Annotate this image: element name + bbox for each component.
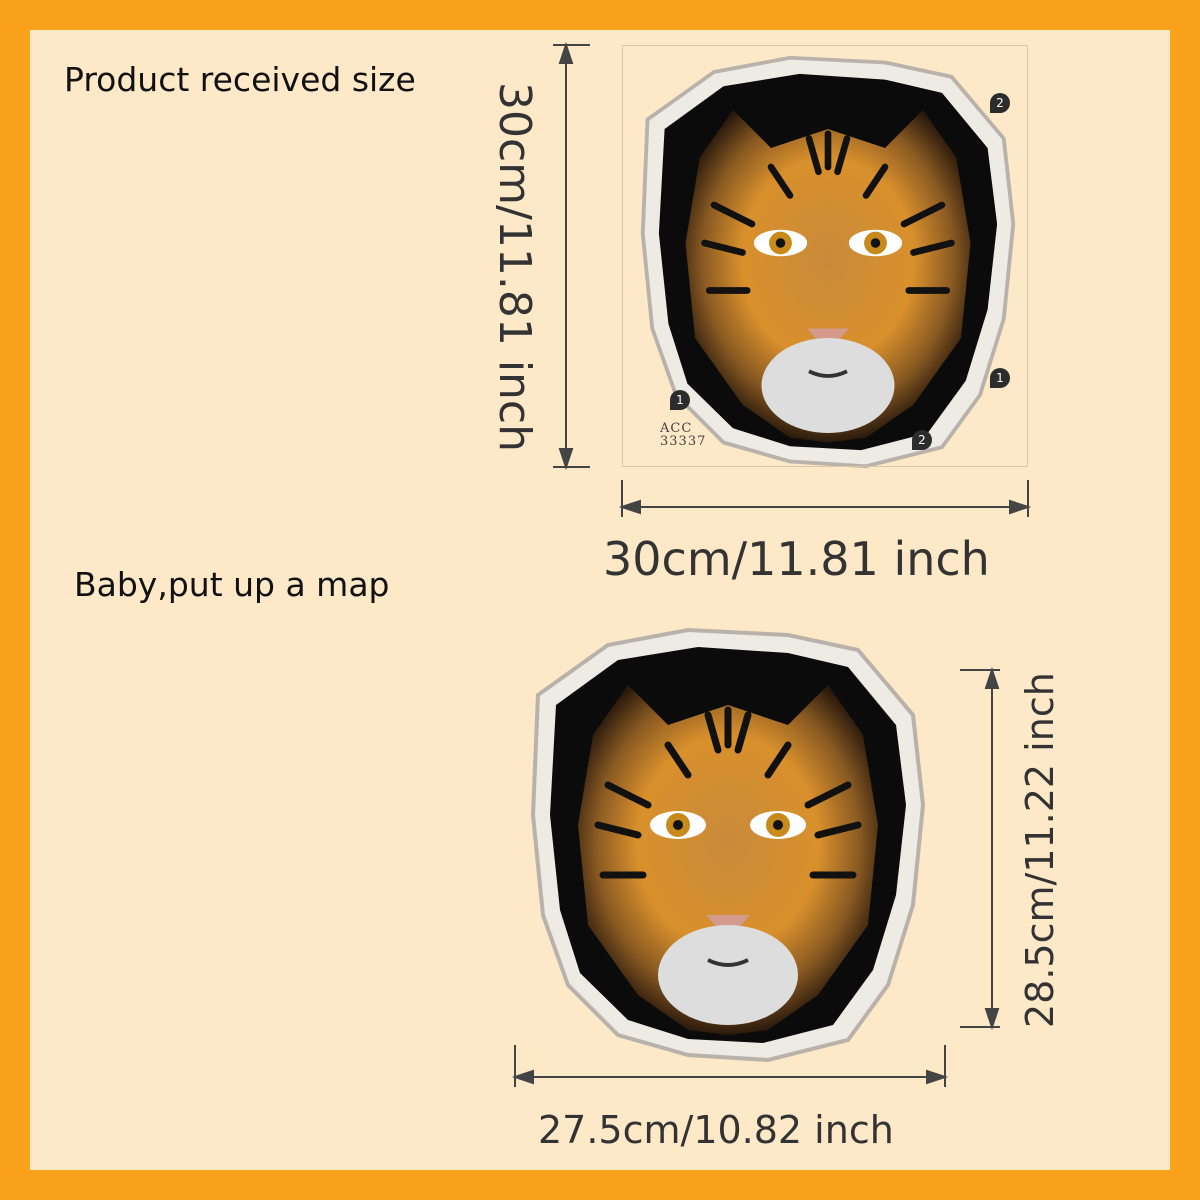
dimension-arrows	[511, 41, 1032, 1087]
applied-size-label: Baby,put up a map	[74, 565, 390, 604]
code-line: ACC	[660, 421, 693, 436]
applied-height-label: 28.5cm/11.22 inch	[1018, 672, 1062, 1028]
received-size-label: Product received size	[64, 60, 416, 99]
received-width-label: 30cm/11.81 inch	[603, 532, 990, 586]
applied-width-label: 27.5cm/10.82 inch	[538, 1108, 894, 1152]
received-height-label: 30cm/11.81 inch	[489, 82, 540, 453]
marker: 2	[912, 430, 932, 450]
code-line: 33337	[660, 434, 707, 449]
marker: 1	[670, 390, 690, 410]
marker: 2	[990, 93, 1010, 113]
marker: 1	[990, 368, 1010, 388]
sticker-sheet	[622, 45, 1028, 467]
product-code: ACC 33337	[660, 422, 706, 448]
